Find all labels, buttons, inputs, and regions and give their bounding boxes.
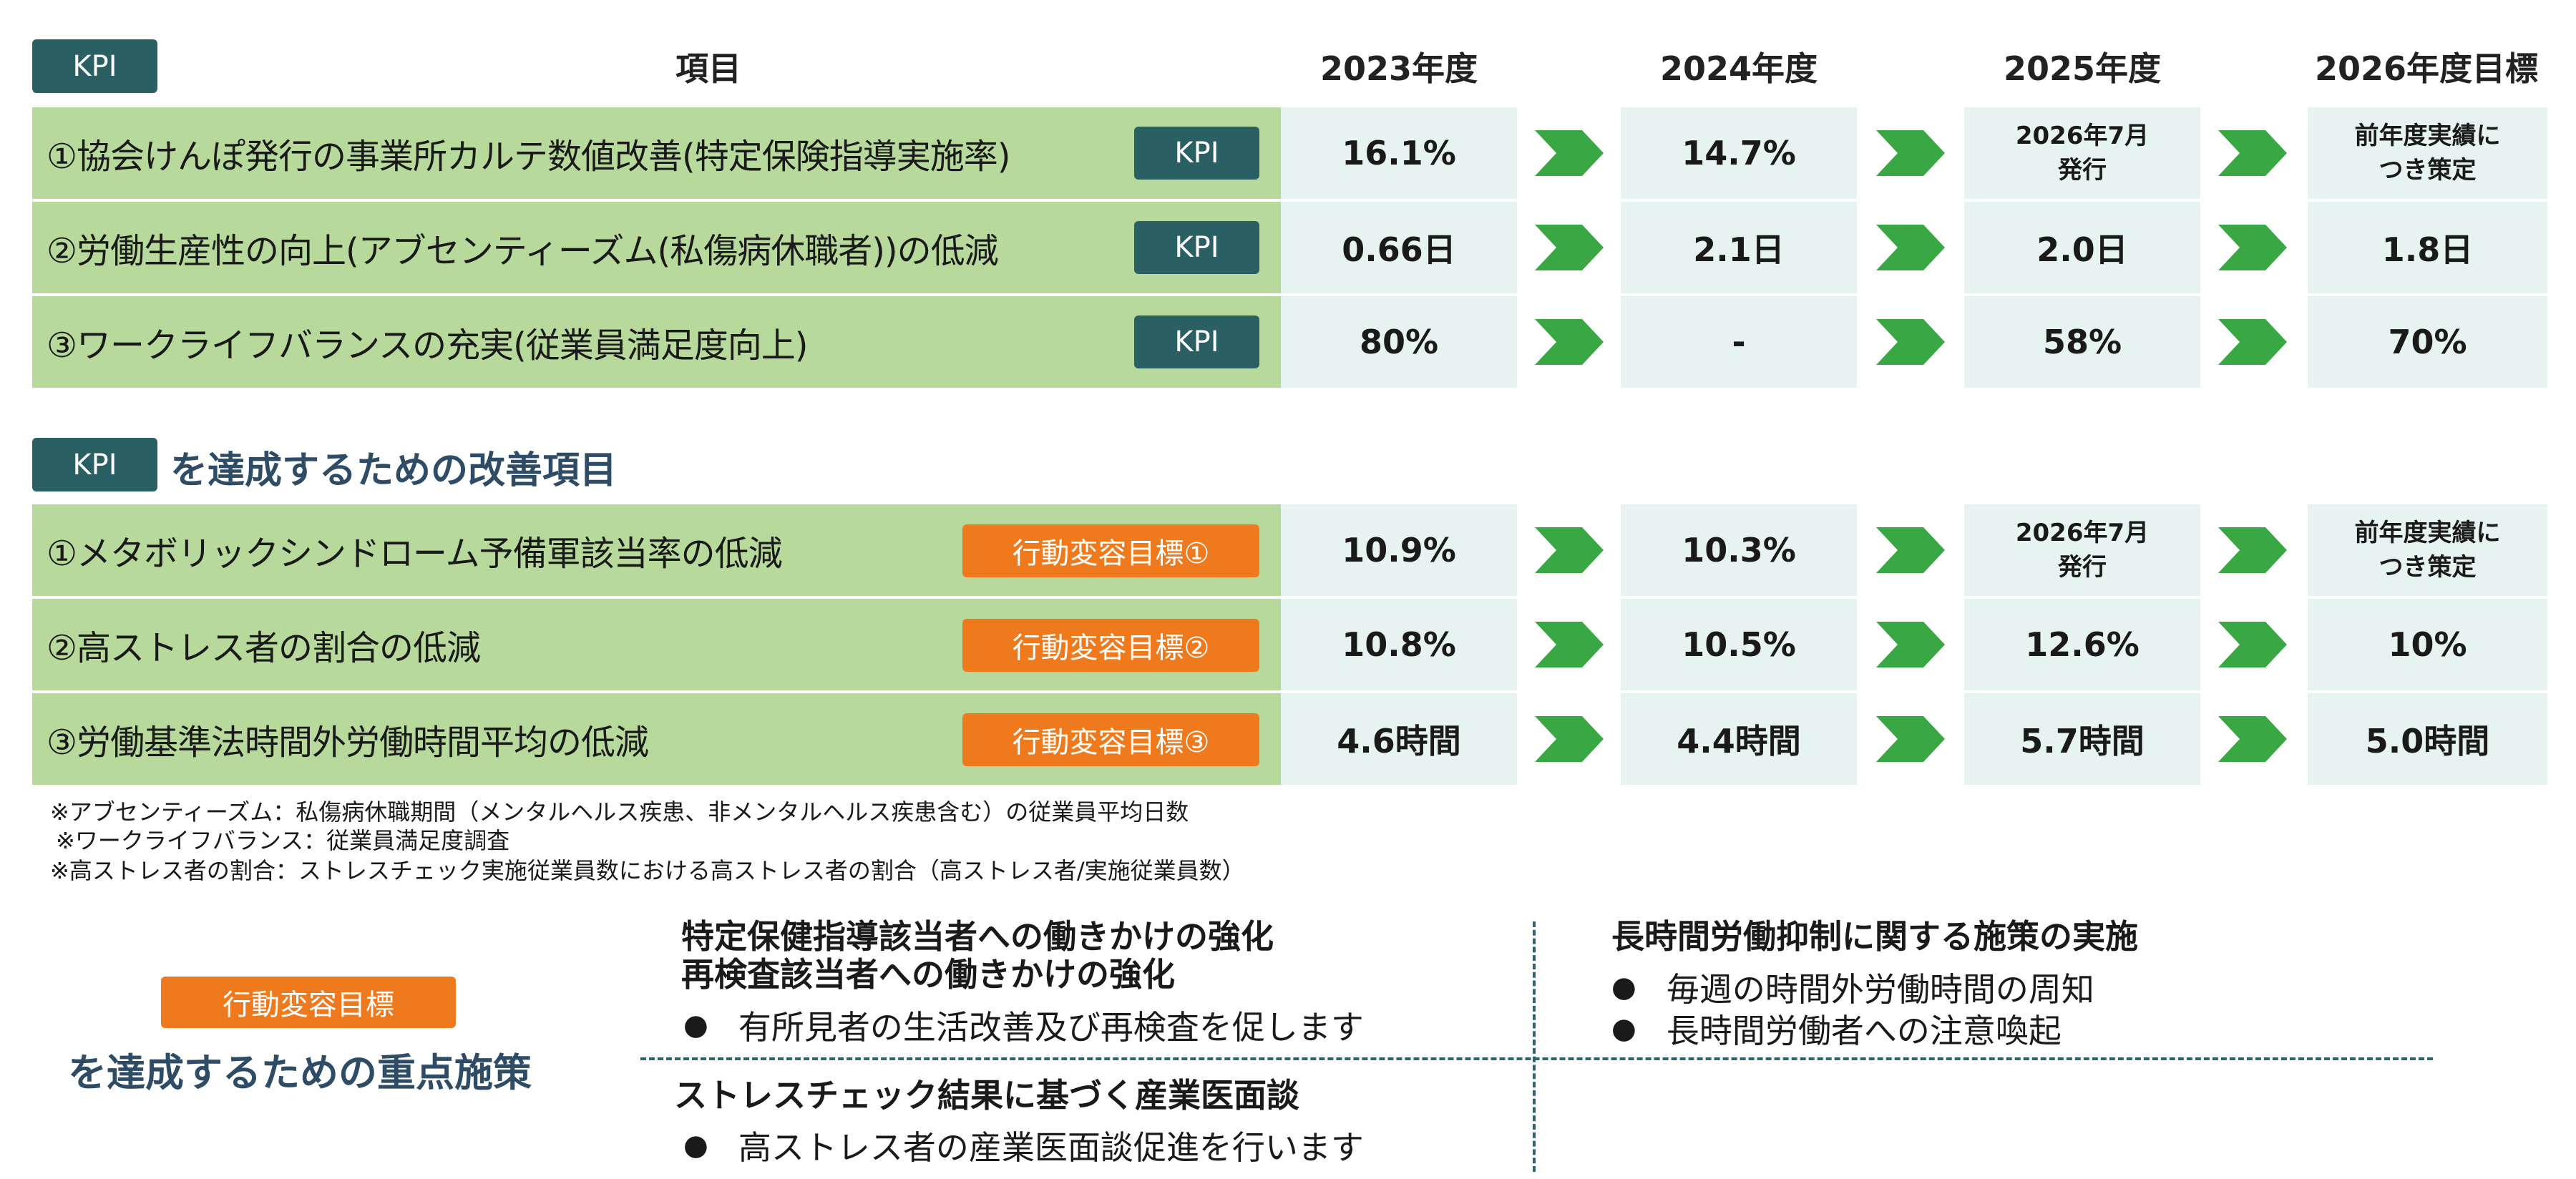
action-goal-tag-2: 行動変容目標② [962, 619, 1259, 672]
kpi-row-tag: KPI [1134, 221, 1259, 274]
improvement-value-2025: 2026年7月 発行 [1964, 504, 2200, 596]
improvement-value-2024: 4.4時間 [1621, 693, 1857, 785]
improvement-row-label: ③労働基準法時間外労働時間平均の低減 [47, 723, 649, 763]
chevron-right-arrow-icon [1535, 716, 1604, 762]
measures-action-tag: 行動変容目標 [161, 977, 456, 1028]
chevron-right-arrow-icon [1876, 319, 1945, 365]
measure-bullet-text: 有所見者の生活改善及び再検査を促します [738, 1008, 1364, 1047]
kpi-row-tag: KPI [1134, 315, 1259, 368]
improvement-value-2026: 10% [2308, 599, 2547, 690]
improvement-value-2023: 10.9% [1281, 504, 1517, 596]
chevron-right-arrow-icon [2218, 225, 2287, 270]
kpi-value-2025: 2.0日 [1964, 202, 2200, 293]
kpi-value-2026: 前年度実績に つき策定 [2308, 107, 2547, 199]
kpi-value-2026: 1.8日 [2308, 202, 2547, 293]
action-goal-tag-1: 行動変容目標① [962, 524, 1259, 577]
kpi-row-label: ①協会けんぽ発行の事業所カルテ数値改善(特定保険指導実施率) [47, 137, 1010, 177]
measure-bullet: ● 有所見者の生活改善及び再検査を促します [683, 1002, 1364, 1049]
year-header-2026-target: 2026年度目標 [2314, 49, 2539, 88]
bullet-icon: ● [1611, 1012, 1636, 1045]
chevron-right-arrow-icon [1535, 622, 1604, 667]
item-column-header: 項目 [675, 49, 741, 88]
kpi-value-2024: 14.7% [1621, 107, 1857, 199]
improvement-row-label: ①メタボリックシンドローム予備軍該当率の低減 [47, 534, 783, 574]
improvement-value-2025: 12.6% [1964, 599, 2200, 690]
kpi-row-label-cell: ②労働生産性の向上(アブセンティーズム(私傷病休職者))の低減 [32, 202, 1281, 293]
kpi-value-2025: 58% [1964, 296, 2200, 388]
kpi-value-2024: 2.1日 [1621, 202, 1857, 293]
measure-heading: ストレスチェック結果に基づく産業医面談 [674, 1076, 1299, 1115]
bullet-icon: ● [683, 1009, 708, 1042]
kpi-value-2023: 80% [1281, 296, 1517, 388]
kpi-value-2023: 16.1% [1281, 107, 1517, 199]
improvement-value-2024: 10.5% [1621, 599, 1857, 690]
improvement-value-2023: 4.6時間 [1281, 693, 1517, 785]
chevron-right-arrow-icon [1876, 225, 1945, 270]
chevron-right-arrow-icon [2218, 622, 2287, 667]
measures-section-title: を達成するための重点施策 [68, 1050, 532, 1095]
vertical-divider [1533, 921, 1536, 1172]
improvement-row-label-cell: ③労働基準法時間外労働時間平均の低減 [32, 693, 1281, 785]
kpi-header-tag: KPI [32, 39, 157, 93]
improvement-kpi-tag: KPI [32, 438, 157, 491]
improvement-row-label-cell: ①メタボリックシンドローム予備軍該当率の低減 [32, 504, 1281, 596]
kpi-value-2026: 70% [2308, 296, 2547, 388]
bullet-icon: ● [1611, 971, 1636, 1004]
measure-heading: 長時間労働抑制に関する施策の実施 [1611, 917, 2138, 956]
measure-heading: 再検査該当者への働きかけの強化 [681, 955, 1175, 994]
kpi-value-2024: - [1621, 296, 1857, 388]
measure-bullet-text: 長時間労働者への注意喚起 [1666, 1012, 2062, 1050]
horizontal-divider [640, 1057, 2433, 1060]
kpi-row-label: ③ワークライフバランスの充実(従業員満足度向上) [47, 326, 809, 366]
improvement-section-title: を達成するための改善項目 [170, 449, 618, 492]
measure-bullet: ● 毎週の時間外労働時間の周知 [1611, 964, 2094, 1011]
kpi-row-tag: KPI [1134, 127, 1259, 180]
chevron-right-arrow-icon [2218, 130, 2287, 176]
footnote: ※アブセンティーズム：私傷病休職期間（メンタルヘルス疾患、非メンタルヘルス疾患含… [50, 798, 1189, 826]
chevron-right-arrow-icon [1535, 527, 1604, 573]
improvement-value-2026: 5.0時間 [2308, 693, 2547, 785]
bullet-icon: ● [683, 1129, 708, 1162]
chevron-right-arrow-icon [1876, 130, 1945, 176]
year-header-2023: 2023年度 [1319, 49, 1478, 88]
improvement-value-2026: 前年度実績に つき策定 [2308, 504, 2547, 596]
chevron-right-arrow-icon [1876, 622, 1945, 667]
kpi-row-label-cell: ③ワークライフバランスの充実(従業員満足度向上) [32, 296, 1281, 388]
chevron-right-arrow-icon [1535, 225, 1604, 270]
chevron-right-arrow-icon [2218, 716, 2287, 762]
measure-bullet: ● 高ストレス者の産業医面談促進を行います [683, 1122, 1364, 1169]
kpi-row-label: ②労働生産性の向上(アブセンティーズム(私傷病休職者))の低減 [47, 231, 999, 271]
year-header-2024: 2024年度 [1659, 49, 1818, 88]
improvement-row-label: ②高ストレス者の割合の低減 [47, 628, 481, 668]
chevron-right-arrow-icon [2218, 319, 2287, 365]
kpi-value-2025: 2026年7月 発行 [1964, 107, 2200, 199]
year-header-2025: 2025年度 [2003, 49, 2162, 88]
measure-heading: 特定保健指導該当者への働きかけの強化 [681, 917, 1274, 956]
footnote: ※高ストレス者の割合：ストレスチェック実施従業員数における高ストレス者の割合（高… [50, 857, 1245, 884]
measure-bullet-text: 毎週の時間外労働時間の周知 [1666, 970, 2094, 1009]
chevron-right-arrow-icon [1876, 527, 1945, 573]
improvement-value-2023: 10.8% [1281, 599, 1517, 690]
improvement-value-2024: 10.3% [1621, 504, 1857, 596]
kpi-row-label-cell: ①協会けんぽ発行の事業所カルテ数値改善(特定保険指導実施率) [32, 107, 1281, 199]
chevron-right-arrow-icon [1535, 319, 1604, 365]
action-goal-tag-3: 行動変容目標③ [962, 713, 1259, 766]
measure-bullet-text: 高ストレス者の産業医面談促進を行います [738, 1128, 1364, 1167]
improvement-value-2025: 5.7時間 [1964, 693, 2200, 785]
measure-bullet: ● 長時間労働者への注意喚起 [1611, 1005, 2062, 1052]
chevron-right-arrow-icon [1876, 716, 1945, 762]
chevron-right-arrow-icon [1535, 130, 1604, 176]
kpi-value-2023: 0.66日 [1281, 202, 1517, 293]
chevron-right-arrow-icon [2218, 527, 2287, 573]
footnote: ※ワークライフバランス：従業員満足度調査 [56, 827, 510, 854]
